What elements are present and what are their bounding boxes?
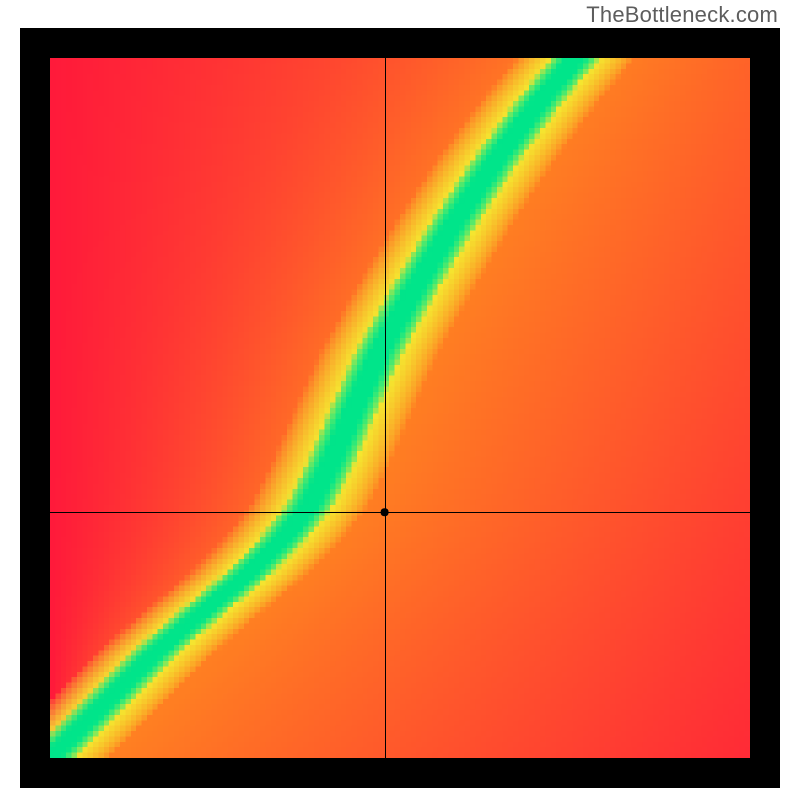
crosshair-overlay <box>50 58 750 758</box>
watermark-text: TheBottleneck.com <box>586 2 778 28</box>
plot-canvas-wrap <box>50 58 750 758</box>
plot-frame <box>20 28 780 788</box>
